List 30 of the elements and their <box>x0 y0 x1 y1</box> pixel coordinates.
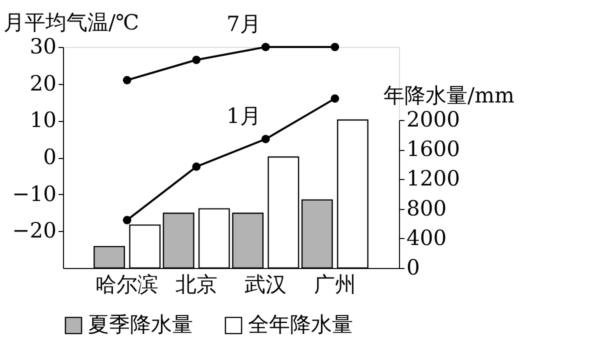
x-tick-label: 北京 <box>175 272 218 296</box>
y-tick-label: 20 <box>30 71 56 96</box>
series-label: 7月 <box>226 12 261 36</box>
y-tick-label: 0 <box>43 145 56 169</box>
point <box>122 76 132 84</box>
y2-axis-title: 年降水量/mm <box>384 84 514 108</box>
x-tick-label: 广州 <box>314 272 356 296</box>
y2-tick-label: 800 <box>406 196 447 220</box>
series-label: 1月 <box>226 104 261 128</box>
point <box>330 94 340 103</box>
y-tick-label: −10 <box>12 182 56 206</box>
point <box>261 134 270 144</box>
y-tick-label: −20 <box>12 218 56 243</box>
y2-tick-label: 1200 <box>406 166 460 191</box>
legend-label: 全年降水量 <box>248 312 353 337</box>
point <box>330 42 340 52</box>
x-tick-label: 武汉 <box>244 272 287 296</box>
y-tick-label: 10 <box>30 108 56 132</box>
y-tick-label: 30 <box>30 34 56 58</box>
y2-tick-label: 1600 <box>406 137 460 162</box>
point <box>192 56 201 64</box>
y2-tick-label: 2000 <box>406 108 460 132</box>
point <box>122 216 132 224</box>
x-tick-label: 哈尔滨 <box>96 272 159 296</box>
y2-tick-label: 0 <box>406 256 420 280</box>
point <box>192 162 201 171</box>
y2-tick-label: 400 <box>406 226 447 250</box>
point <box>261 42 270 52</box>
y-axis-title: 月平均气温/℃ <box>4 10 140 34</box>
legend-label: 夏季降水量 <box>88 312 193 337</box>
